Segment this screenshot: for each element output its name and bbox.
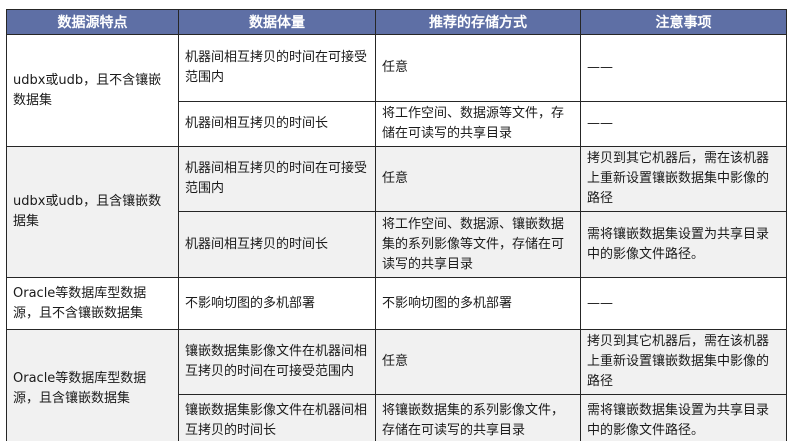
table-row: udbx或udb，且含镶嵌数据集 机器间相互拷贝的时间在可接受范围内 任意 拷贝到其它… <box>6 146 787 278</box>
table-cell: 任意 <box>375 146 581 212</box>
table-row: 镶嵌数据集影像文件在机器间相互拷贝的时间长 将镶嵌数据集的系列影像文件，存储在可读… <box>7 394 787 441</box>
table-cell: 拷贝到其它机器后，需在该机器上重新设置镶嵌数据集中影像的路径 <box>580 329 787 395</box>
table-cell: Oracle等数据库型数据源，且含镶嵌数据集 <box>6 329 179 441</box>
table-cell: —— <box>580 101 787 147</box>
table-cell: udbx或udb，且含镶嵌数据集 <box>6 146 179 278</box>
table-cell: 需将镶嵌数据集设置为共享目录中的影像文件路径。 <box>580 211 787 278</box>
table-cell: 镶嵌数据集影像文件在机器间相互拷贝的时间长 <box>178 394 376 441</box>
table-row: 机器间相互拷贝的时间长 将工作空间、数据源等文件，存储在可读写的共享目录 —— <box>7 101 787 147</box>
table-row: Oracle等数据库型数据源，且含镶嵌数据集 镶嵌数据集影像文件在机器间相互拷贝的… <box>6 329 787 441</box>
table-cell: 任意 <box>375 329 581 395</box>
table-row: Oracle等数据库型数据源，且不含镶嵌数据集 不影响切图的多机部署 不影响切图的多… <box>6 277 787 330</box>
storage-recommendation-table: 数据源特点 数据体量 推荐的存储方式 注意事项 udbx或udb，且不含镶嵌数据… <box>6 9 787 441</box>
column-header-notes: 注意事项 <box>580 9 787 35</box>
column-header-feature: 数据源特点 <box>6 9 179 35</box>
table-cell: udbx或udb，且不含镶嵌数据集 <box>6 34 179 147</box>
table-cell: 机器间相互拷贝的时间在可接受范围内 <box>178 34 376 102</box>
table-cell: 不影响切图的多机部署 <box>178 277 376 330</box>
table-body: udbx或udb，且不含镶嵌数据集 机器间相互拷贝的时间在可接受范围内 任意 —— 机器… <box>6 34 787 441</box>
table-cell: 任意 <box>375 34 581 102</box>
table-cell: 将工作空间、数据源等文件，存储在可读写的共享目录 <box>375 101 581 147</box>
table-cell: 将工作空间、数据源、镶嵌数据集的系列影像等文件，存储在可读写的共享目录 <box>375 211 581 278</box>
table-cell: 将镶嵌数据集的系列影像文件，存储在可读写的共享目录 <box>375 394 581 441</box>
table-row: 机器间相互拷贝的时间长 将工作空间、数据源、镶嵌数据集的系列影像等文件，存储在可读… <box>7 211 787 278</box>
table-cell: —— <box>580 277 787 330</box>
table-cell: 机器间相互拷贝的时间长 <box>178 101 376 147</box>
table-cell: 机器间相互拷贝的时间在可接受范围内 <box>178 146 376 212</box>
table-cell: 拷贝到其它机器后，需在该机器上重新设置镶嵌数据集中影像的路径 <box>580 146 787 212</box>
table-cell: 不影响切图的多机部署 <box>375 277 581 330</box>
column-header-volume: 数据体量 <box>178 9 376 35</box>
table-cell: Oracle等数据库型数据源，且不含镶嵌数据集 <box>6 277 179 330</box>
table-header-row: 数据源特点 数据体量 推荐的存储方式 注意事项 <box>6 9 787 35</box>
table-cell: 需将镶嵌数据集设置为共享目录中的影像文件路径。 <box>580 394 787 441</box>
table-cell: 机器间相互拷贝的时间长 <box>178 211 376 278</box>
table-row: udbx或udb，且不含镶嵌数据集 机器间相互拷贝的时间在可接受范围内 任意 —— <box>6 34 787 147</box>
table-cell: 镶嵌数据集影像文件在机器间相互拷贝的时间在可接受范围内 <box>178 329 376 395</box>
table-cell: —— <box>580 34 787 102</box>
column-header-storage: 推荐的存储方式 <box>375 9 581 35</box>
